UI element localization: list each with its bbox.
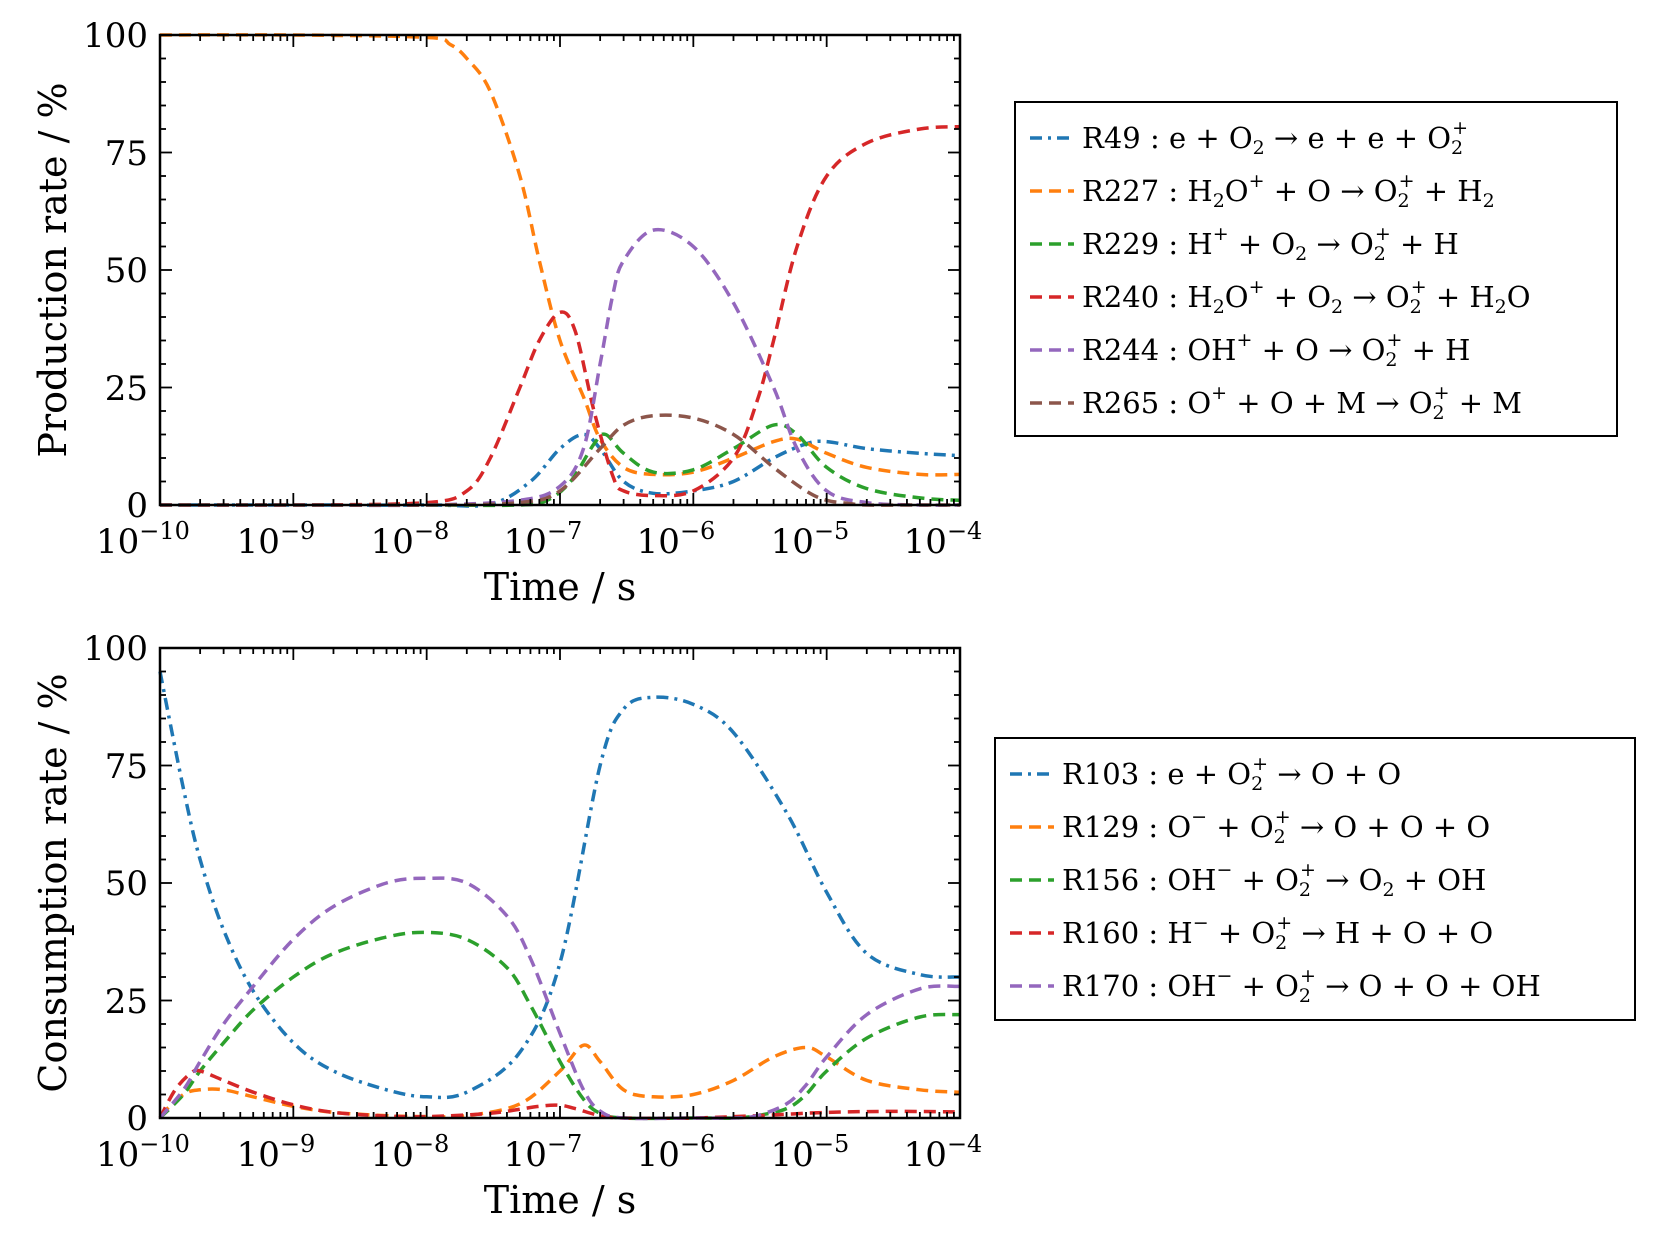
legend-r170: R170 : OH− + O2+ → O + O + OH	[1062, 965, 1541, 1007]
top-xtick-1e-4: 10−4	[904, 517, 983, 562]
top-xtick-1e-10: 10−10	[96, 517, 190, 562]
top-xticklabels: 10−10 10−9 10−8 10−7 10−6 10−5 10−4	[96, 517, 982, 562]
legend-r265: R265 : O+ + O + M → O2+ + M	[1082, 382, 1522, 424]
legend-r229: R229 : H+ + O2 → O2+ + H	[1082, 223, 1459, 265]
bottom-xtick-1e-5: 10−5	[771, 1130, 850, 1175]
top-ytick-50: 50	[105, 251, 148, 291]
bottom-legend-box	[994, 737, 1636, 1021]
bottom-xtick-1e-7: 10−7	[504, 1130, 583, 1175]
top-xtick-1e-6: 10−6	[637, 517, 716, 562]
bottom-series-r170	[158, 876, 961, 1121]
bottom-chart: 0 25 50 75 100 10−10 10−9 10−8 10−7 10−6…	[31, 629, 1636, 1222]
top-xlabel: Time / s	[484, 565, 636, 609]
bottom-ytick-100: 100	[83, 629, 148, 669]
top-series-group	[159, 33, 961, 508]
bottom-xtick-1e-4: 10−4	[904, 1130, 983, 1175]
top-xtick-1e-7: 10−7	[504, 517, 583, 562]
top-legend-lines	[1030, 136, 1074, 405]
top-series-r244	[160, 227, 961, 508]
top-plot-frame	[158, 33, 962, 507]
top-legend-box	[1014, 101, 1618, 437]
bottom-legend-lines	[1010, 772, 1054, 988]
top-ylabel: Production rate / %	[31, 82, 75, 457]
legend-r103: R103 : e + O2+ → O + O	[1062, 753, 1401, 795]
top-ytick-0: 0	[126, 486, 148, 526]
bottom-series-r129	[158, 1043, 961, 1119]
top-xtick-1e-5: 10−5	[771, 517, 850, 562]
legend-r156: R156 : OH− + O2+ → O2 + OH	[1062, 859, 1486, 901]
bottom-xticklabels: 10−10 10−9 10−8 10−7 10−6 10−5 10−4	[96, 1130, 982, 1175]
bottom-xtick-1e-6: 10−6	[637, 1130, 716, 1175]
bottom-xtick-1e-10: 10−10	[96, 1130, 190, 1175]
legend-r227: R227 : H2O+ + O → O2+ + H2	[1082, 170, 1495, 212]
bottom-ytick-50: 50	[105, 864, 148, 904]
bottom-ticks	[159, 647, 961, 1119]
bottom-ylabel: Consumption rate / %	[31, 673, 75, 1092]
top-ytick-100: 100	[83, 16, 148, 56]
legend-r160: R160 : H− + O2+ → H + O + O	[1062, 912, 1493, 954]
bottom-ytick-0: 0	[126, 1099, 148, 1139]
legend-r244: R244 : OH+ + O → O2+ + H	[1082, 329, 1470, 371]
bottom-plot-frame	[158, 646, 962, 1120]
top-series-r265	[160, 413, 960, 507]
top-ytick-25: 25	[105, 369, 148, 409]
bottom-ytick-25: 25	[105, 982, 148, 1022]
top-xtick-1e-9: 10−9	[237, 517, 316, 562]
bottom-ytick-75: 75	[105, 747, 148, 787]
legend-r240: R240 : H2O+ + O2 → O2+ + H2O	[1082, 276, 1531, 318]
bottom-xtick-1e-8: 10−8	[371, 1130, 450, 1175]
bottom-xlabel: Time / s	[484, 1178, 636, 1222]
legend-r129: R129 : O− + O2+ → O + O + O	[1062, 806, 1490, 848]
bottom-xtick-1e-9: 10−9	[237, 1130, 316, 1175]
top-ticks	[159, 34, 961, 506]
top-series-r227	[159, 33, 961, 477]
top-chart: 0 25 50 75 100 10−10 10−9 10−8 10−7 10−6…	[31, 16, 1618, 609]
legend-r49: R49 : e + O2 → e + e + O2+	[1082, 117, 1468, 159]
top-series-r240	[159, 124, 961, 507]
bottom-legend: R103 : e + O2+ → O + O R129 : O− + O2+ →…	[994, 737, 1636, 1021]
top-xtick-1e-8: 10−8	[371, 517, 450, 562]
top-legend: R49 : e + O2 → e + e + O2+ R227 : H2O+ +…	[1014, 101, 1618, 437]
bottom-series-group	[158, 671, 961, 1121]
bottom-series-r156	[158, 930, 961, 1121]
top-ytick-75: 75	[105, 134, 148, 174]
bottom-series-r160	[158, 1068, 961, 1121]
